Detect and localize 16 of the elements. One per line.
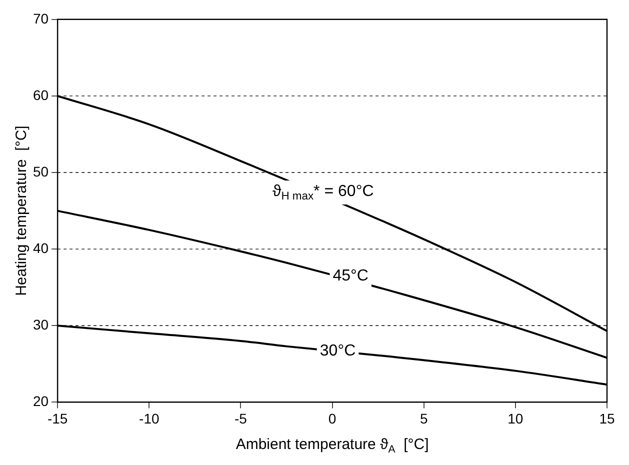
x-tick-label: -10 bbox=[139, 410, 160, 426]
x-tick-label: -15 bbox=[47, 410, 68, 426]
x-tick-label: -5 bbox=[234, 410, 248, 426]
y-tick-label: 70 bbox=[32, 10, 49, 26]
x-tick-label: 0 bbox=[328, 410, 336, 426]
y-tick-label: 60 bbox=[32, 86, 49, 103]
x-tick-label: 10 bbox=[508, 410, 524, 426]
y-tick-label: 20 bbox=[32, 393, 49, 410]
y-axis-title: Heating temperature [°C] bbox=[13, 126, 30, 296]
y-tick-label: 50 bbox=[32, 163, 49, 180]
annotation: 45°C bbox=[332, 267, 368, 284]
y-tick-label: 30 bbox=[32, 316, 49, 332]
x-tick-label: 15 bbox=[599, 410, 615, 426]
annotation: 30°C bbox=[320, 342, 356, 360]
x-tick-label: 5 bbox=[420, 410, 428, 426]
y-tick-label: 40 bbox=[32, 240, 49, 256]
